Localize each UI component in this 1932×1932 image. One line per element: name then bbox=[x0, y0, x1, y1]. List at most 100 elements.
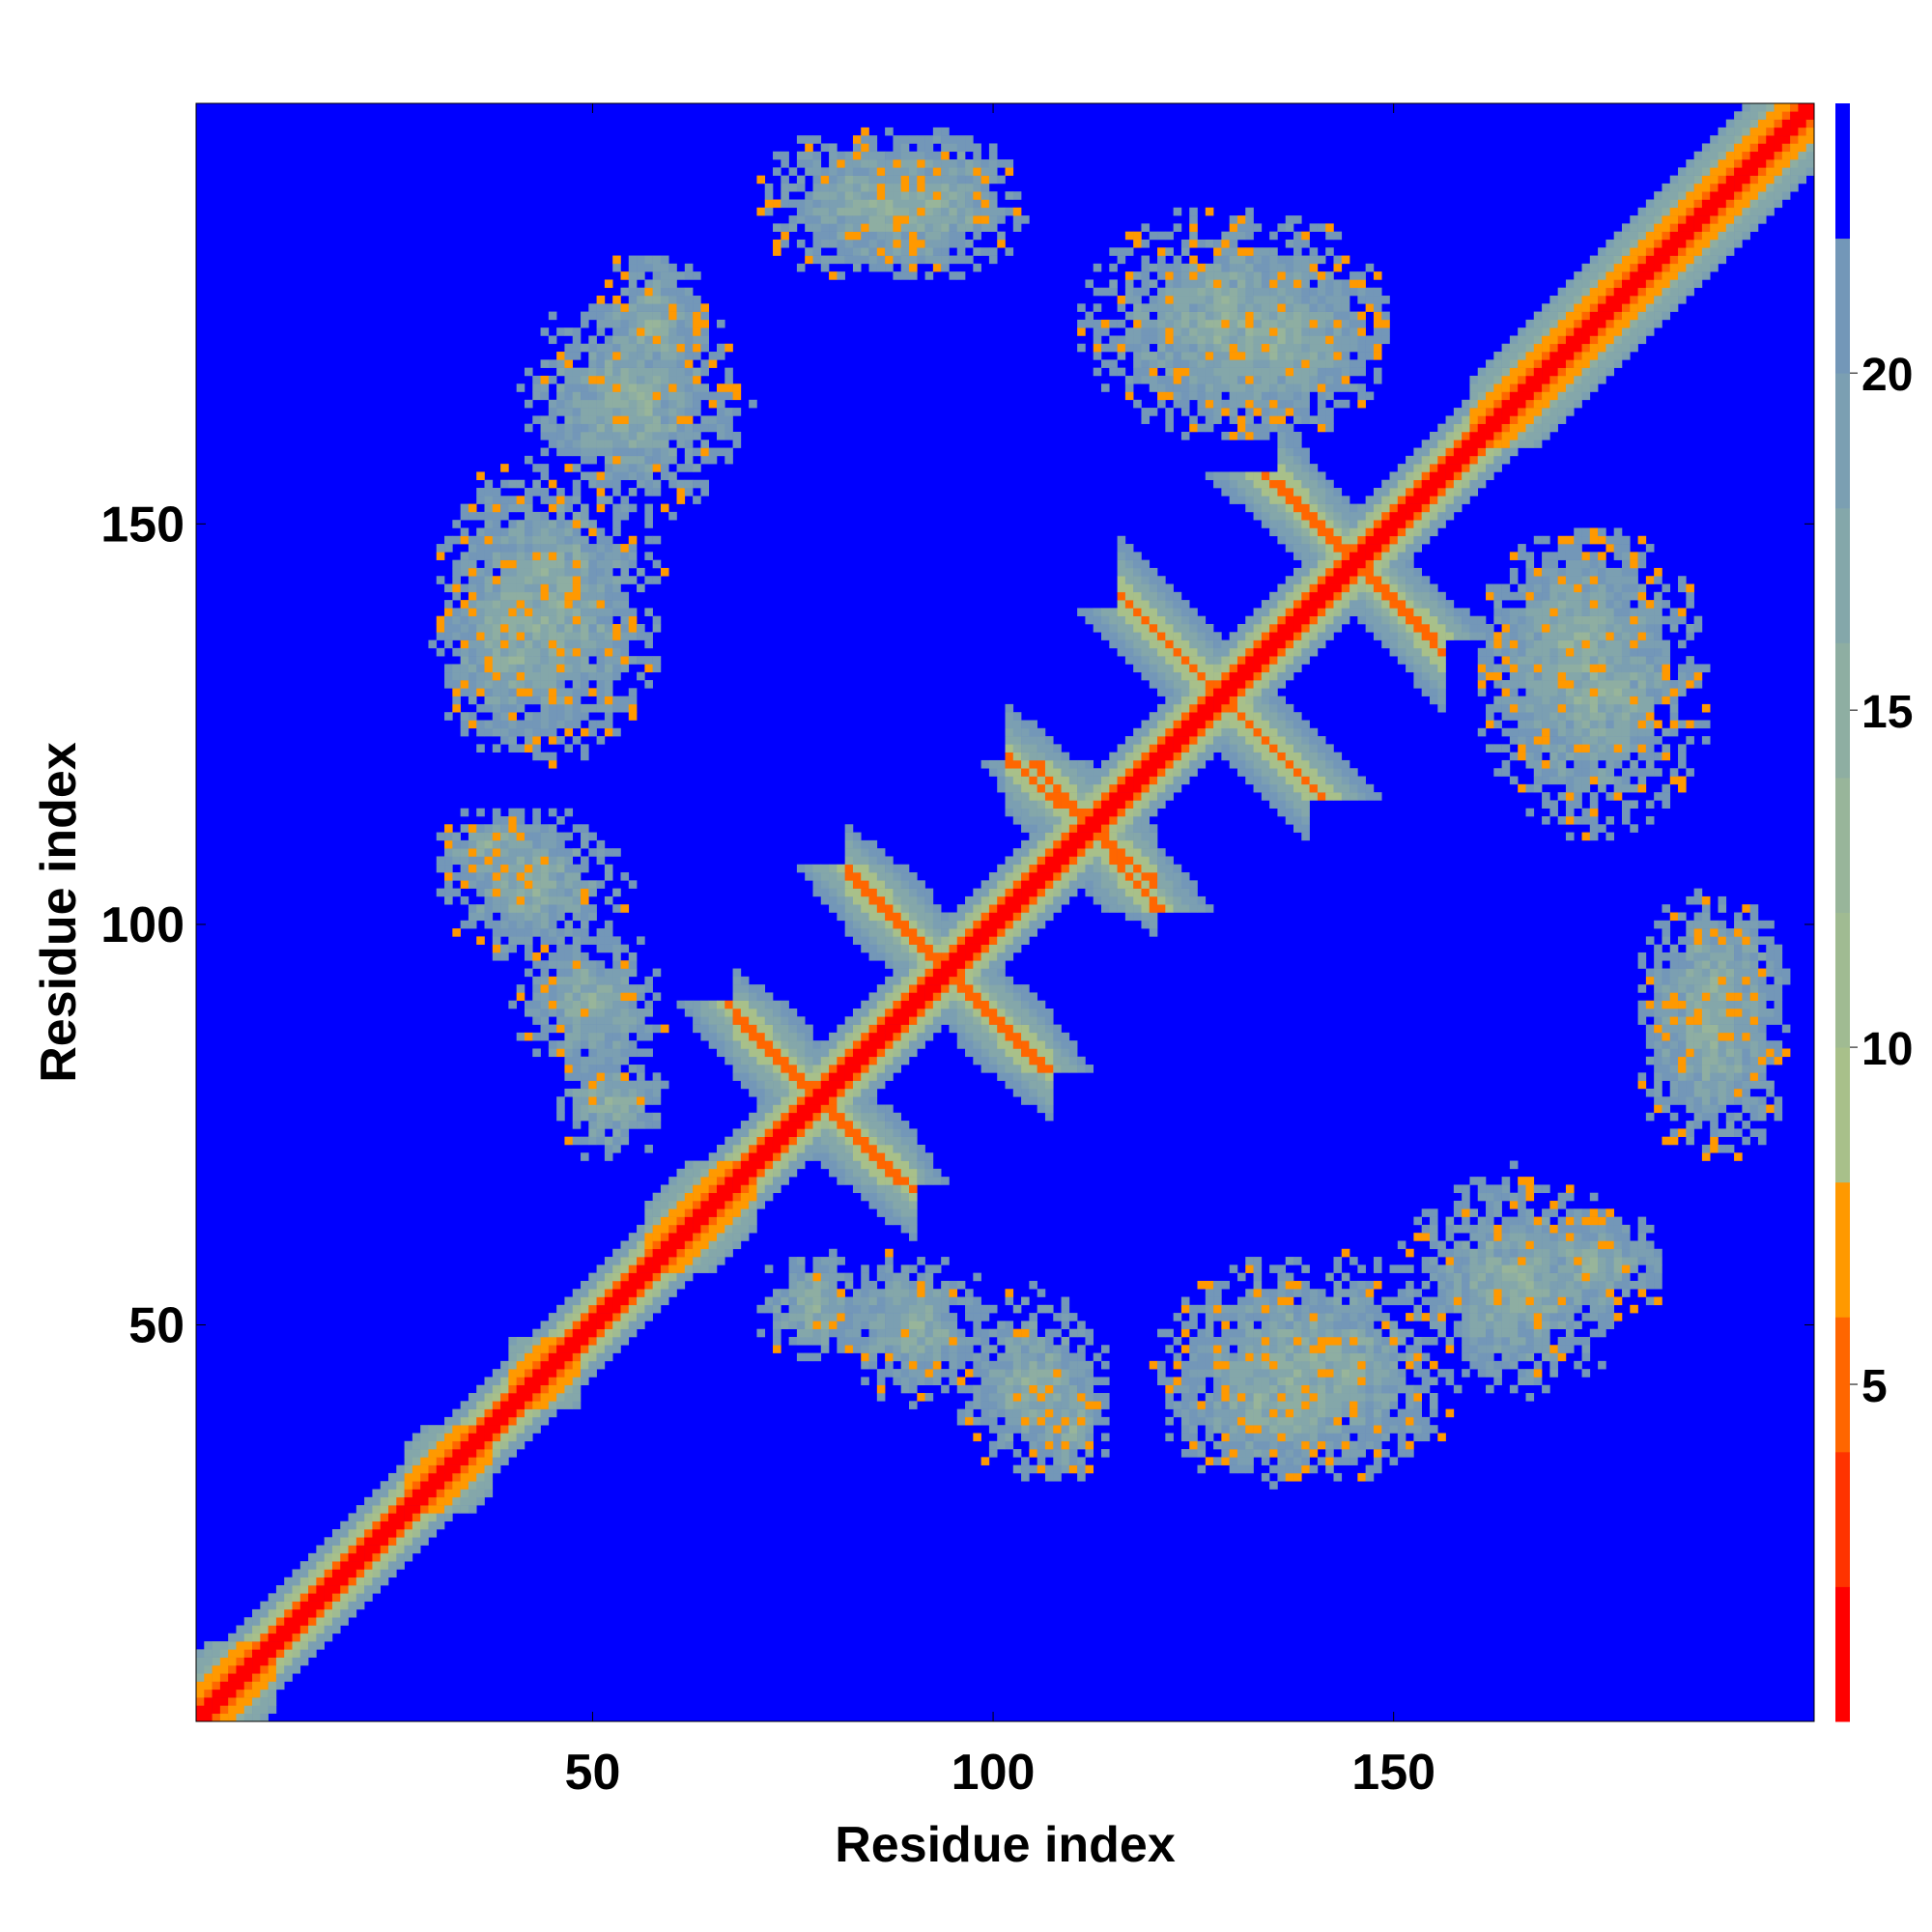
heatmap-cell bbox=[988, 984, 998, 993]
heatmap-cell bbox=[764, 1121, 774, 1129]
heatmap-cell bbox=[348, 1561, 357, 1570]
heatmap-cell bbox=[900, 888, 910, 897]
heatmap-cell bbox=[917, 1313, 925, 1321]
heatmap-cell bbox=[1021, 839, 1030, 849]
heatmap-cell bbox=[284, 1593, 293, 1602]
heatmap-cell bbox=[980, 1000, 990, 1009]
heatmap-cell bbox=[484, 872, 494, 881]
heatmap-cell bbox=[909, 271, 918, 280]
heatmap-cell bbox=[1068, 832, 1078, 841]
heatmap-cell bbox=[452, 1457, 461, 1465]
heatmap-cell bbox=[949, 239, 958, 248]
heatmap-cell bbox=[500, 559, 509, 569]
heatmap-cell bbox=[468, 615, 477, 625]
heatmap-cell bbox=[581, 591, 589, 601]
heatmap-cell bbox=[299, 1625, 309, 1634]
heatmap-cell bbox=[796, 1024, 806, 1034]
heatmap-cell bbox=[820, 1304, 830, 1314]
heatmap-cell bbox=[588, 1352, 597, 1362]
heatmap-cell bbox=[652, 367, 662, 377]
heatmap-cell bbox=[581, 928, 589, 937]
heatmap-cell bbox=[596, 1296, 606, 1306]
heatmap-cell bbox=[452, 576, 461, 584]
heatmap-cell bbox=[844, 864, 854, 873]
heatmap-cell bbox=[868, 1048, 878, 1058]
heatmap-cell bbox=[628, 327, 638, 336]
heatmap-cell bbox=[1085, 768, 1094, 777]
heatmap-cell bbox=[604, 1016, 613, 1025]
heatmap-cell bbox=[500, 952, 509, 961]
heatmap-cell bbox=[749, 1048, 757, 1058]
heatmap-cell bbox=[716, 1000, 725, 1009]
heatmap-cell bbox=[420, 1464, 429, 1474]
heatmap-cell bbox=[988, 1425, 998, 1434]
heatmap-cell bbox=[708, 1160, 718, 1170]
heatmap-cell bbox=[893, 1369, 901, 1378]
heatmap-cell bbox=[444, 1457, 453, 1465]
heatmap-cell bbox=[204, 1713, 213, 1722]
heatmap-cell bbox=[540, 447, 550, 457]
heatmap-cell bbox=[917, 1377, 925, 1386]
heatmap-cell bbox=[628, 1096, 638, 1105]
heatmap-cell bbox=[796, 1104, 806, 1114]
heatmap-cell bbox=[676, 1192, 686, 1202]
heatmap-cell bbox=[852, 1024, 862, 1034]
heatmap-cell bbox=[612, 664, 621, 673]
heatmap-cell bbox=[924, 1313, 934, 1321]
heatmap-cell bbox=[572, 976, 582, 985]
heatmap-cell bbox=[355, 1505, 365, 1514]
heatmap-cell bbox=[876, 1048, 886, 1058]
heatmap-cell bbox=[1012, 880, 1022, 889]
heatmap-cell bbox=[1053, 1464, 1062, 1474]
heatmap-cell bbox=[204, 1641, 213, 1650]
heatmap-cell bbox=[1053, 783, 1062, 793]
heatmap-cell bbox=[868, 1121, 878, 1129]
heatmap-cell bbox=[532, 912, 541, 922]
heatmap-cell bbox=[900, 864, 910, 873]
heatmap-cell bbox=[412, 1457, 421, 1465]
heatmap-cell bbox=[837, 1088, 845, 1097]
heatmap-cell bbox=[596, 1009, 606, 1017]
heatmap-cell bbox=[876, 183, 886, 192]
heatmap-cell bbox=[1021, 1401, 1030, 1409]
heatmap-cell bbox=[548, 440, 557, 448]
heatmap-cell bbox=[637, 399, 645, 409]
heatmap-cell bbox=[732, 1224, 742, 1234]
heatmap-cell bbox=[708, 447, 718, 457]
heatmap-cell bbox=[917, 960, 925, 969]
heatmap-cell bbox=[973, 968, 981, 978]
heatmap-cell bbox=[572, 327, 582, 336]
heatmap-cell bbox=[900, 1216, 910, 1226]
heatmap-cell bbox=[556, 880, 565, 889]
heatmap-cell bbox=[700, 1024, 709, 1034]
heatmap-cell bbox=[548, 984, 557, 993]
heatmap-cell bbox=[412, 1481, 421, 1490]
heatmap-cell bbox=[868, 1280, 878, 1290]
heatmap-cell bbox=[1037, 1393, 1046, 1402]
heatmap-cell bbox=[732, 1032, 742, 1041]
heatmap-cell bbox=[885, 231, 894, 241]
heatmap-cell bbox=[917, 1024, 925, 1034]
heatmap-cell bbox=[524, 864, 533, 873]
heatmap-cell bbox=[749, 1208, 757, 1217]
heatmap-cell bbox=[1005, 752, 1014, 761]
heatmap-cell bbox=[805, 255, 813, 265]
heatmap-cell bbox=[796, 1321, 806, 1329]
heatmap-cell bbox=[980, 1040, 990, 1049]
heatmap-cell bbox=[1085, 1328, 1094, 1338]
heatmap-cell bbox=[852, 936, 862, 945]
heatmap-cell bbox=[1077, 327, 1086, 336]
heatmap-cell bbox=[812, 159, 822, 168]
heatmap-cell bbox=[844, 175, 854, 185]
heatmap-cell bbox=[924, 888, 934, 897]
heatmap-cell bbox=[893, 872, 901, 881]
heatmap-cell bbox=[484, 496, 494, 504]
heatmap-cell bbox=[548, 567, 557, 577]
heatmap-cell bbox=[484, 895, 494, 905]
heatmap-cell bbox=[1037, 1440, 1046, 1450]
heatmap-cell bbox=[620, 1024, 630, 1034]
heatmap-cell bbox=[540, 567, 550, 577]
heatmap-cell bbox=[524, 623, 533, 633]
heatmap-cell bbox=[652, 303, 662, 312]
heatmap-cell bbox=[468, 839, 477, 849]
